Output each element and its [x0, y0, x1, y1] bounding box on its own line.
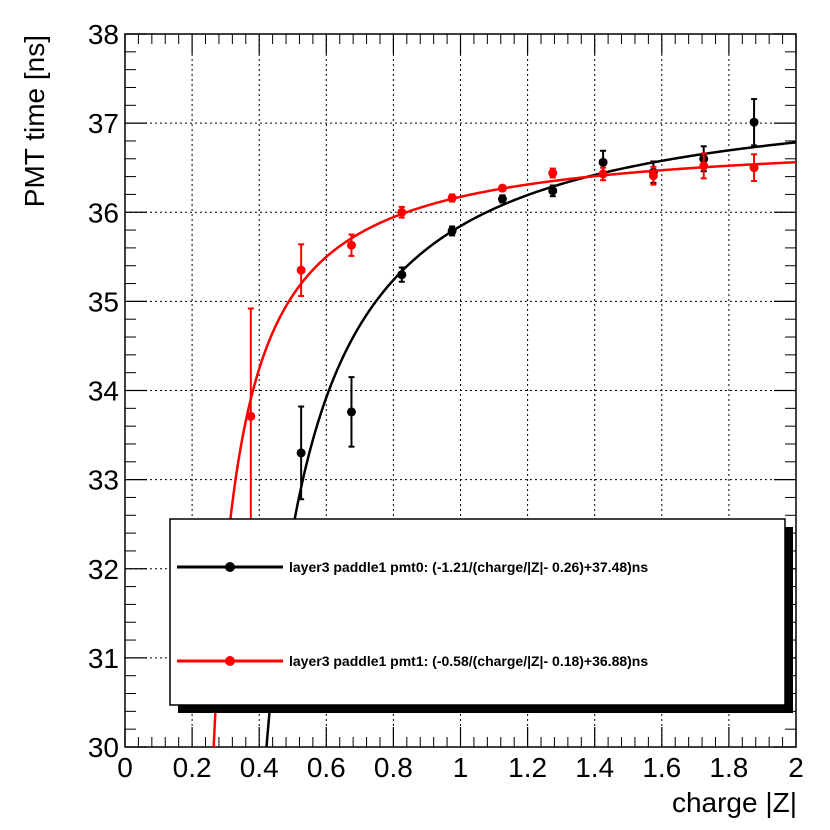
legend-label: layer3 paddle1 pmt0: (-1.21/(charge/|Z|-… — [289, 559, 648, 575]
x-tick-label: 0.8 — [374, 752, 413, 783]
x-tick-label: 0.2 — [173, 752, 212, 783]
data-point — [648, 171, 658, 181]
data-series — [212, 98, 796, 747]
data-point — [346, 240, 356, 250]
plot-frame — [124, 33, 797, 748]
data-point — [296, 265, 306, 275]
y-tick-label: 32 — [88, 554, 119, 585]
data-point — [397, 270, 407, 280]
data-point — [548, 168, 558, 178]
x-tick-label: 0 — [117, 752, 133, 783]
data-point — [548, 186, 558, 196]
y-tick-label: 34 — [88, 376, 119, 407]
tick-labels: 0 0.2 0.4 0.6 0.8 1 1.2 1.4 1.6 1.8 2 30 31 32 33 34 35 3… — [88, 19, 804, 783]
data-point — [346, 407, 356, 417]
y-tick-label: 38 — [88, 19, 119, 50]
legend-label: layer3 paddle1 pmt1: (-0.58/(charge/|Z|-… — [289, 653, 648, 669]
y-tick-label: 30 — [88, 732, 119, 763]
data-point — [598, 169, 608, 179]
x-tick-label: 1.8 — [709, 752, 748, 783]
data-point — [447, 193, 457, 203]
x-tick-label: 0.4 — [240, 752, 279, 783]
data-point — [749, 117, 759, 127]
x-tick-label: 1.2 — [508, 752, 547, 783]
data-point — [749, 163, 759, 173]
legend-marker — [225, 562, 235, 572]
x-tick-label: 1.4 — [575, 752, 614, 783]
series-1 — [212, 152, 796, 747]
y-tick-label: 35 — [88, 286, 119, 317]
legend-entry: layer3 paddle1 pmt0: (-1.21/(charge/|Z|-… — [177, 559, 648, 575]
x-tick-label: 1.6 — [642, 752, 681, 783]
data-point — [296, 448, 306, 458]
y-axis-title: PMT time [ns] — [19, 35, 50, 207]
legend-entry: layer3 paddle1 pmt1: (-0.58/(charge/|Z|-… — [177, 653, 648, 669]
x-tick-label: 2 — [788, 752, 804, 783]
legend-marker — [225, 656, 235, 666]
data-point — [497, 183, 507, 193]
data-point — [699, 161, 709, 171]
fit-curve — [265, 141, 796, 747]
legend: layer3 paddle1 pmt0: (-1.21/(charge/|Z|-… — [169, 518, 793, 713]
y-tick-label: 31 — [88, 643, 119, 674]
y-tick-label: 37 — [88, 108, 119, 139]
data-point — [598, 157, 608, 167]
x-tick-label: 1 — [453, 752, 469, 783]
data-point — [447, 226, 457, 236]
y-tick-label: 36 — [88, 197, 119, 228]
legend-box — [169, 518, 786, 706]
data-point — [497, 194, 507, 204]
data-point — [397, 207, 407, 217]
data-point — [246, 411, 256, 421]
legend-entries: layer3 paddle1 pmt0: (-1.21/(charge/|Z|-… — [177, 559, 648, 669]
x-axis-title: charge |Z| — [672, 787, 797, 818]
series-0 — [265, 98, 796, 747]
y-tick-label: 33 — [88, 465, 119, 496]
x-tick-label: 0.6 — [307, 752, 346, 783]
